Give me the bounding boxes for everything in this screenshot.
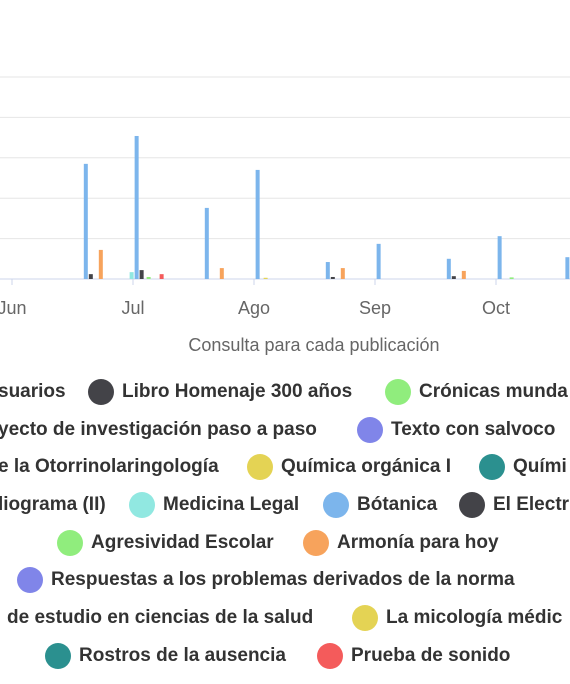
legend-label: Armonía para hoy bbox=[337, 532, 499, 553]
bar bbox=[98, 249, 103, 279]
legend-label: Libro Homenaje 300 años bbox=[122, 381, 352, 402]
legend-label: Medicina Legal bbox=[163, 494, 299, 515]
legend-label: de estudio en ciencias de la salud bbox=[7, 607, 313, 628]
legend-symbol bbox=[323, 492, 349, 518]
x-tick-label: Jul bbox=[121, 298, 144, 318]
bar bbox=[255, 169, 260, 279]
legend-symbol bbox=[45, 643, 71, 669]
legend-label: El Electr bbox=[493, 494, 570, 515]
bar bbox=[159, 274, 164, 279]
bar bbox=[376, 243, 381, 279]
x-tick-label: Ago bbox=[238, 298, 270, 318]
legend-symbol bbox=[17, 567, 43, 593]
bar bbox=[509, 277, 514, 279]
legend-label: Prueba de sonido bbox=[351, 645, 510, 666]
legend-symbol bbox=[57, 530, 83, 556]
legend-symbol bbox=[352, 605, 378, 631]
x-tick-label: Sep bbox=[359, 298, 391, 318]
legend-symbol bbox=[479, 454, 505, 480]
bar bbox=[461, 270, 466, 279]
x-tick-label: Jun bbox=[0, 298, 27, 318]
legend-symbol bbox=[357, 417, 383, 443]
legend-label: Respuestas a los problemas derivados de … bbox=[51, 569, 515, 590]
bar bbox=[451, 276, 456, 279]
bar bbox=[88, 274, 93, 279]
bar bbox=[497, 236, 502, 279]
bar bbox=[263, 277, 268, 279]
legend-symbol bbox=[317, 643, 343, 669]
legend-symbol bbox=[88, 379, 114, 405]
legend-symbol bbox=[385, 379, 411, 405]
legend-symbol bbox=[303, 530, 329, 556]
legend-label: Química orgánica I bbox=[281, 456, 451, 477]
legend-label: suarios bbox=[0, 381, 66, 402]
bar bbox=[219, 268, 224, 279]
bar bbox=[139, 270, 144, 279]
legend-label: yecto de investigación paso a paso bbox=[0, 419, 317, 440]
bar bbox=[330, 276, 335, 279]
legend-label: Quími bbox=[513, 456, 567, 477]
bar bbox=[83, 163, 88, 279]
legend-label: Crónicas munda bbox=[419, 381, 568, 402]
legend-symbol bbox=[459, 492, 485, 518]
bar bbox=[565, 257, 570, 279]
legend-label: Rostros de la ausencia bbox=[79, 645, 286, 666]
bar bbox=[325, 262, 330, 279]
legend-symbol bbox=[247, 454, 273, 480]
bar bbox=[446, 258, 451, 279]
legend-label: Bótanica bbox=[357, 494, 438, 515]
bar bbox=[340, 268, 345, 279]
x-axis-title: Consulta para cada publicación bbox=[188, 335, 439, 355]
bar bbox=[146, 276, 151, 279]
legend-symbol bbox=[129, 492, 155, 518]
legend-label: e la Otorrinolaringología bbox=[0, 456, 219, 477]
bar bbox=[129, 272, 134, 279]
legend-label: Agresividad Escolar bbox=[91, 532, 274, 553]
legend-label: liograma (II) bbox=[0, 494, 106, 515]
bar bbox=[134, 135, 139, 279]
legend-label: Texto con salvoco bbox=[391, 419, 555, 440]
legend-label: La micología médic bbox=[386, 607, 563, 628]
bar bbox=[204, 207, 209, 279]
x-tick-label: Oct bbox=[482, 298, 510, 318]
